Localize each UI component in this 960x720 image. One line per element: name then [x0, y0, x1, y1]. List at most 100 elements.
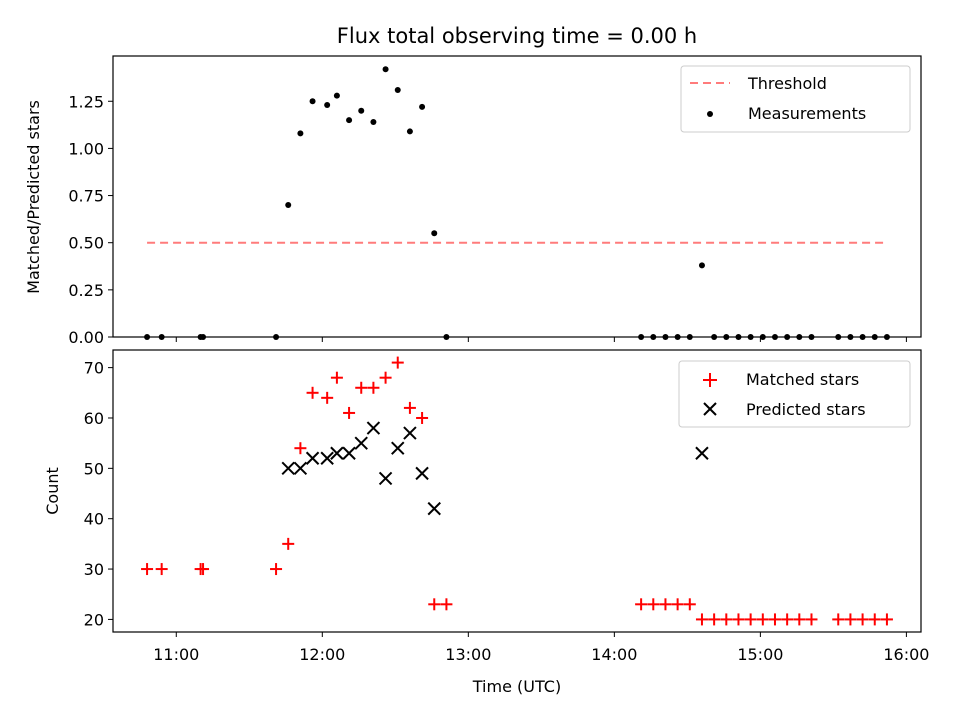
measurement-point [406, 128, 413, 135]
matched-stars-point [671, 598, 684, 611]
matched-stars-point [732, 613, 745, 626]
measurements-legend-swatch [707, 111, 713, 117]
y-tick-label: 0.50 [68, 234, 104, 253]
bottom-legend: Matched stars Predicted stars [678, 360, 911, 428]
bottom-panel-ticks: 11:00 12:00 13:00 14:00 15:00 16:00 20 30 40 50 60… [84, 359, 930, 664]
matched-stars-point [282, 537, 295, 550]
matched-stars-point [428, 598, 441, 611]
x-axis-label: Time (UTC) [472, 677, 561, 696]
matched-stars-point [306, 386, 319, 399]
bottom-panel-marks [141, 356, 893, 626]
y-tick-label: 1.25 [68, 92, 104, 111]
bottom-panel: 11:00 12:00 13:00 14:00 15:00 16:00 20 30 40 50 60… [43, 349, 930, 696]
measurement-point [419, 103, 426, 110]
top-legend-box [680, 65, 911, 133]
x-tick-label: 11:00 [153, 645, 199, 664]
predicted-stars-point [342, 446, 356, 460]
y-tick-label: 30 [84, 560, 104, 579]
measurement-point [382, 66, 389, 73]
predicted-stars-point [403, 426, 417, 440]
x-tick-label: 12:00 [299, 645, 345, 664]
matched-stars-point [197, 563, 210, 576]
measurement-point [370, 119, 377, 126]
x-tick-label: 14:00 [591, 645, 637, 664]
measurements-legend-label: Measurements [748, 104, 866, 123]
matched-stars-point [403, 401, 416, 414]
x-tick-label: 13:00 [445, 645, 491, 664]
matched-stars-point [708, 613, 721, 626]
measurement-point [285, 201, 292, 208]
y-tick-label: 50 [84, 459, 104, 478]
measurement-point [431, 230, 438, 237]
matched-stars-point [659, 598, 672, 611]
bottom-y-axis-label: Count [43, 467, 62, 515]
predicted-stars-point [366, 421, 381, 435]
matched-stars-point [832, 613, 845, 626]
y-tick-label: 70 [84, 359, 104, 378]
predicted-stars-point [391, 441, 405, 455]
y-tick-label: 60 [84, 409, 104, 428]
matched-stars-point [695, 613, 708, 626]
measurement-point [309, 98, 316, 105]
top-panel: 0.00 0.25 0.50 0.75 1.00 1.25 Matched/Predict… [24, 55, 922, 347]
matched-stars-point [379, 371, 392, 384]
measurement-point [297, 130, 304, 137]
matched-stars-point [321, 391, 334, 404]
bottom-legend-box [678, 360, 911, 428]
matched-stars-point [155, 563, 168, 576]
matched-stars-point [635, 598, 648, 611]
matched-stars-point [683, 598, 696, 611]
top-y-axis-label: Matched/Predicted stars [24, 100, 43, 294]
measurement-point [324, 102, 331, 109]
y-tick-label: 40 [84, 510, 104, 529]
predicted-stars-point [427, 501, 441, 516]
matched-stars-point [805, 613, 818, 626]
matched-stars-point [416, 411, 429, 424]
measurement-point [698, 262, 705, 269]
matched-stars-point [343, 406, 356, 419]
matched-legend-label: Matched stars [746, 370, 859, 389]
top-legend: Threshold Measurements [680, 65, 911, 133]
matched-stars-point [844, 613, 857, 626]
predicted-stars-point [330, 446, 344, 460]
predicted-stars-point [305, 451, 320, 465]
predicted-legend-swatch [703, 402, 717, 416]
matched-stars-point [781, 613, 794, 626]
matched-stars-point [744, 613, 757, 626]
predicted-stars-point [320, 451, 334, 465]
matched-legend-swatch [703, 373, 717, 387]
predicted-stars-point [281, 461, 295, 476]
matched-stars-point [868, 613, 881, 626]
measurement-point [346, 117, 353, 124]
matched-stars-point [880, 613, 893, 626]
matched-stars-point [355, 381, 368, 394]
y-tick-label: 0.00 [68, 328, 104, 347]
predicted-legend-label: Predicted stars [746, 400, 866, 419]
matched-stars-point [768, 613, 781, 626]
matched-stars-point [367, 381, 380, 394]
matched-stars-point [793, 613, 806, 626]
matched-stars-point [756, 613, 769, 626]
chart-title: Flux total observing time = 0.00 h [337, 24, 697, 48]
matched-stars-point [141, 563, 154, 576]
predicted-stars-point [293, 461, 308, 476]
y-tick-label: 0.25 [68, 281, 104, 300]
bottom-panel-frame [112, 349, 922, 633]
x-tick-label: 15:00 [737, 645, 783, 664]
predicted-stars-point [354, 436, 368, 450]
threshold-legend-label: Threshold [747, 74, 827, 93]
y-tick-label: 20 [84, 610, 104, 629]
y-tick-label: 0.75 [68, 187, 104, 206]
y-tick-label: 1.00 [68, 139, 104, 158]
matched-stars-point [856, 613, 869, 626]
measurement-point [358, 107, 365, 114]
matched-stars-point [294, 442, 307, 455]
predicted-stars-point [415, 466, 429, 481]
predicted-stars-point [378, 471, 393, 486]
measurement-point [394, 86, 401, 93]
matched-stars-point [330, 371, 343, 384]
matched-stars-point [391, 356, 404, 369]
matched-stars-point [647, 598, 660, 611]
top-panel-ticks: 0.00 0.25 0.50 0.75 1.00 1.25 [68, 92, 907, 347]
